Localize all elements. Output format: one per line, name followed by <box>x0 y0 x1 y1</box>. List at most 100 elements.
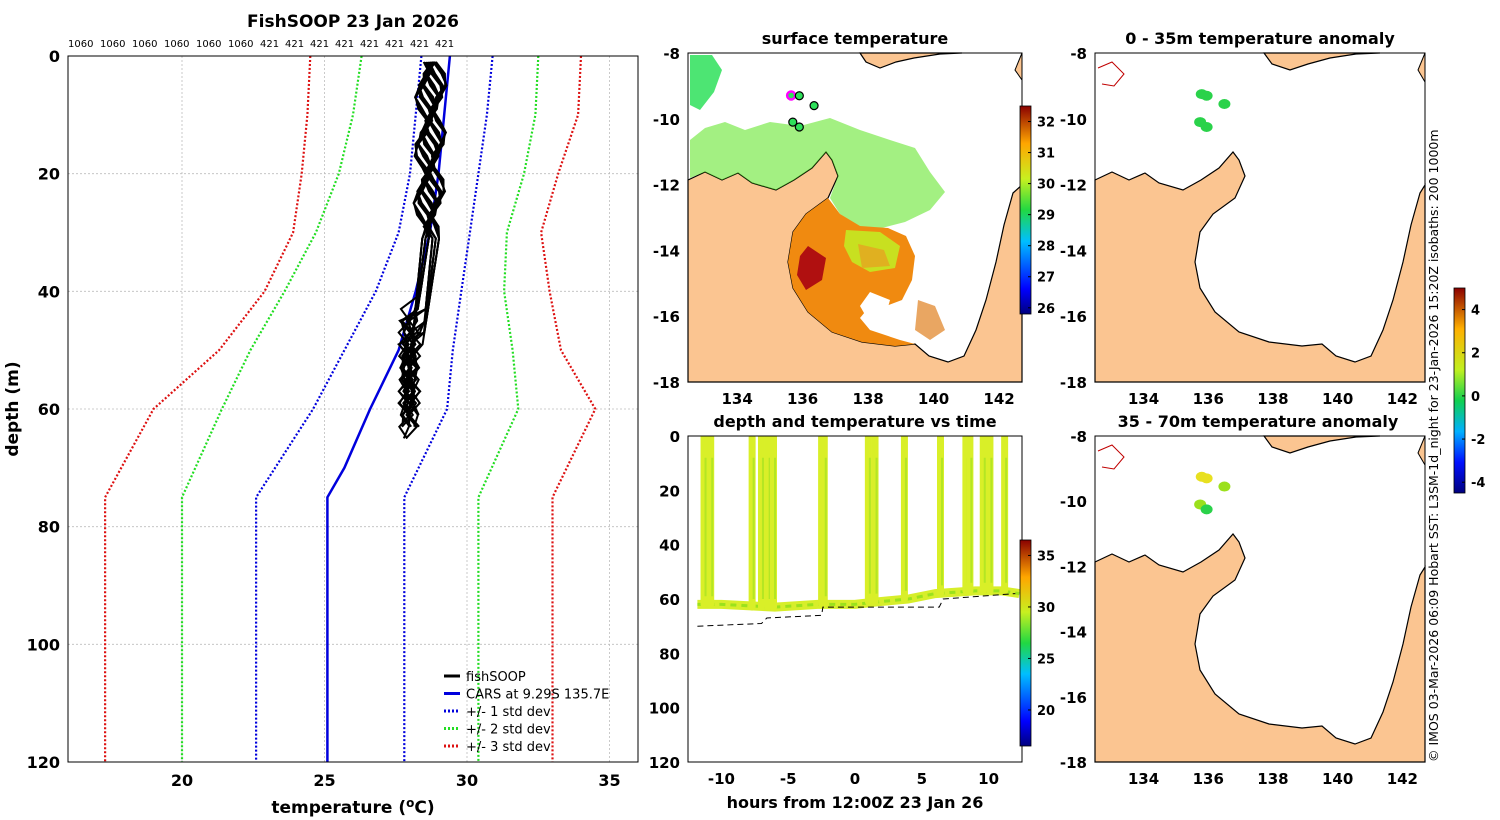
series--3-std <box>539 56 597 762</box>
map-lon-label: 134 <box>721 390 752 408</box>
legend-label: +/- 3 std dev <box>466 740 551 755</box>
y-tick-label: 120 <box>27 753 60 772</box>
fishsoop-profile <box>397 61 444 416</box>
colorbar-tick-label: 28 <box>1037 240 1055 255</box>
colorbar-tick-label: 20 <box>1037 704 1055 719</box>
map-lon-label: 134 <box>1128 770 1159 788</box>
sst-field <box>690 55 945 346</box>
time-series-panel: depth and temperature vs time -10 -5 0 5 100… <box>649 412 1055 812</box>
anomaly-35-70-spots <box>1194 471 1231 515</box>
map-lon-label: 140 <box>1322 390 1353 408</box>
probe-id-label: 1060 <box>100 39 125 50</box>
x-tick-label: 35 <box>598 771 620 790</box>
profile-xlabel-text: temperature ( <box>271 798 406 818</box>
anomaly-0-35-ticks: -8 -10 -12 -14 -16 -18 134 136 138 140 142 <box>1060 45 1418 408</box>
sst-colorbar-ticks: 26 27 28 29 30 31 32 <box>1028 116 1055 317</box>
anomaly-35-70-map: 35 - 70m temperature anomaly -8 -10 -12 -14… <box>1060 287 1485 788</box>
fishsoop-profiles <box>397 61 448 440</box>
map-lat-label: -14 <box>653 242 680 260</box>
map-lon-label: 138 <box>1257 390 1288 408</box>
map-lat-label: -12 <box>1060 177 1087 195</box>
profile-axes-frame <box>67 55 639 763</box>
station-marker <box>788 117 798 127</box>
map-lat-label: -10 <box>653 111 680 129</box>
surface-temperature-map: surface temperature -8 -10 -12 -14 -16 -18 134… <box>653 29 1055 408</box>
map-lon-label: 142 <box>1387 770 1418 788</box>
ts-y-tick-label: 20 <box>659 482 680 500</box>
map-lat-label: -8 <box>1070 428 1087 446</box>
time-series-colorbar-ticks: 20 25 30 35 <box>1028 549 1055 719</box>
probe-id-label: 1060 <box>164 39 189 50</box>
ts-x-tick-label: 10 <box>978 770 999 788</box>
probe-id-label: 1060 <box>196 39 221 50</box>
map-lat-label: -16 <box>1060 689 1087 707</box>
colorbar-tick-label: 31 <box>1037 147 1055 162</box>
map-lon-label: 140 <box>1322 770 1353 788</box>
probe-id-label: 421 <box>260 39 279 50</box>
x-tick-label: 25 <box>313 771 335 790</box>
y-tick-label: 60 <box>38 400 60 419</box>
colorbar-tick-label: 2 <box>1471 347 1480 362</box>
x-tick-label: 30 <box>456 771 478 790</box>
colorbar-tick-label: 4 <box>1471 304 1480 319</box>
colorbar-tick-label: 0 <box>1471 390 1480 405</box>
map-lat-label: -18 <box>1060 374 1087 392</box>
map-lat-label: -16 <box>1060 308 1087 326</box>
anomaly-35-70-frame <box>1094 435 1426 763</box>
probe-id-label: 421 <box>385 39 404 50</box>
ts-y-tick-label: 80 <box>659 645 680 663</box>
anomaly-0-35-frame <box>1094 52 1426 383</box>
sst-ticks: -8 -10 -12 -14 -16 -18 134 136 138 140 142 <box>653 45 1015 408</box>
colorbar-tick-label: 29 <box>1037 209 1055 224</box>
fishsoop-profile <box>401 61 434 428</box>
profile-ticks: 20 25 30 35 0 20 40 60 80 100 120 <box>27 47 621 790</box>
colorbar-tick-label: 25 <box>1037 652 1055 667</box>
bathymetry-line <box>697 593 1016 627</box>
time-series-marks <box>697 436 1020 627</box>
legend-label: fishSOOP <box>466 670 526 685</box>
y-tick-label: 0 <box>49 47 60 66</box>
legend-label: CARS at 9.29S 135.7E <box>466 688 609 703</box>
colorbar-tick-label: 26 <box>1037 302 1055 317</box>
anomaly-spot <box>1218 98 1231 109</box>
surface-temperature-title: surface temperature <box>762 29 949 48</box>
y-tick-label: 80 <box>38 518 60 537</box>
probe-id-label: 421 <box>360 39 379 50</box>
ts-y-tick-label: 120 <box>649 754 680 772</box>
ts-y-tick-label: 0 <box>670 428 680 446</box>
ts-x-tick-label: -10 <box>708 770 735 788</box>
colorbar-tick-label: -4 <box>1471 476 1485 491</box>
sst-colorbar <box>1019 105 1032 315</box>
map-lon-label: 142 <box>1387 390 1418 408</box>
anomaly-spot <box>1200 504 1213 515</box>
anomaly-0-35-spots <box>1194 89 1231 133</box>
map-lat-label: -10 <box>1060 493 1087 511</box>
map-lat-label: -18 <box>1060 754 1087 772</box>
series--2-std <box>180 56 363 762</box>
anomaly-colorbar <box>1453 287 1466 494</box>
anomaly-spot <box>1218 481 1231 492</box>
fishsoop-profile <box>401 61 448 428</box>
y-tick-label: 20 <box>38 165 60 184</box>
profile-series <box>103 56 597 762</box>
sst-stations <box>785 90 819 132</box>
probe-id-labels: 1060 1060 1060 1060 1060 1060 421 421 421 421 421 4… <box>68 39 454 50</box>
ts-x-tick-label: 0 <box>850 770 860 788</box>
map-lon-label: 136 <box>1193 390 1224 408</box>
map-lon-label: 138 <box>852 390 883 408</box>
colorbar-tick-label: -2 <box>1471 433 1485 448</box>
profile-legend: fishSOOP CARS at 9.29S 135.7E +/- 1 std de… <box>444 670 609 755</box>
anomaly-35-70-land <box>1094 435 1426 763</box>
series--3-std <box>103 56 312 762</box>
colorbar-tick-label: 27 <box>1037 271 1055 286</box>
station-marker <box>809 101 819 111</box>
anomaly-0-35-land <box>1094 52 1426 383</box>
probe-id-label: 1060 <box>228 39 253 50</box>
map-lat-label: -8 <box>1070 45 1087 63</box>
series--1-std <box>255 56 423 762</box>
legend-label: +/- 1 std dev <box>466 705 551 720</box>
ts-y-tick-label: 100 <box>649 700 680 718</box>
probe-id-label: 421 <box>410 39 429 50</box>
